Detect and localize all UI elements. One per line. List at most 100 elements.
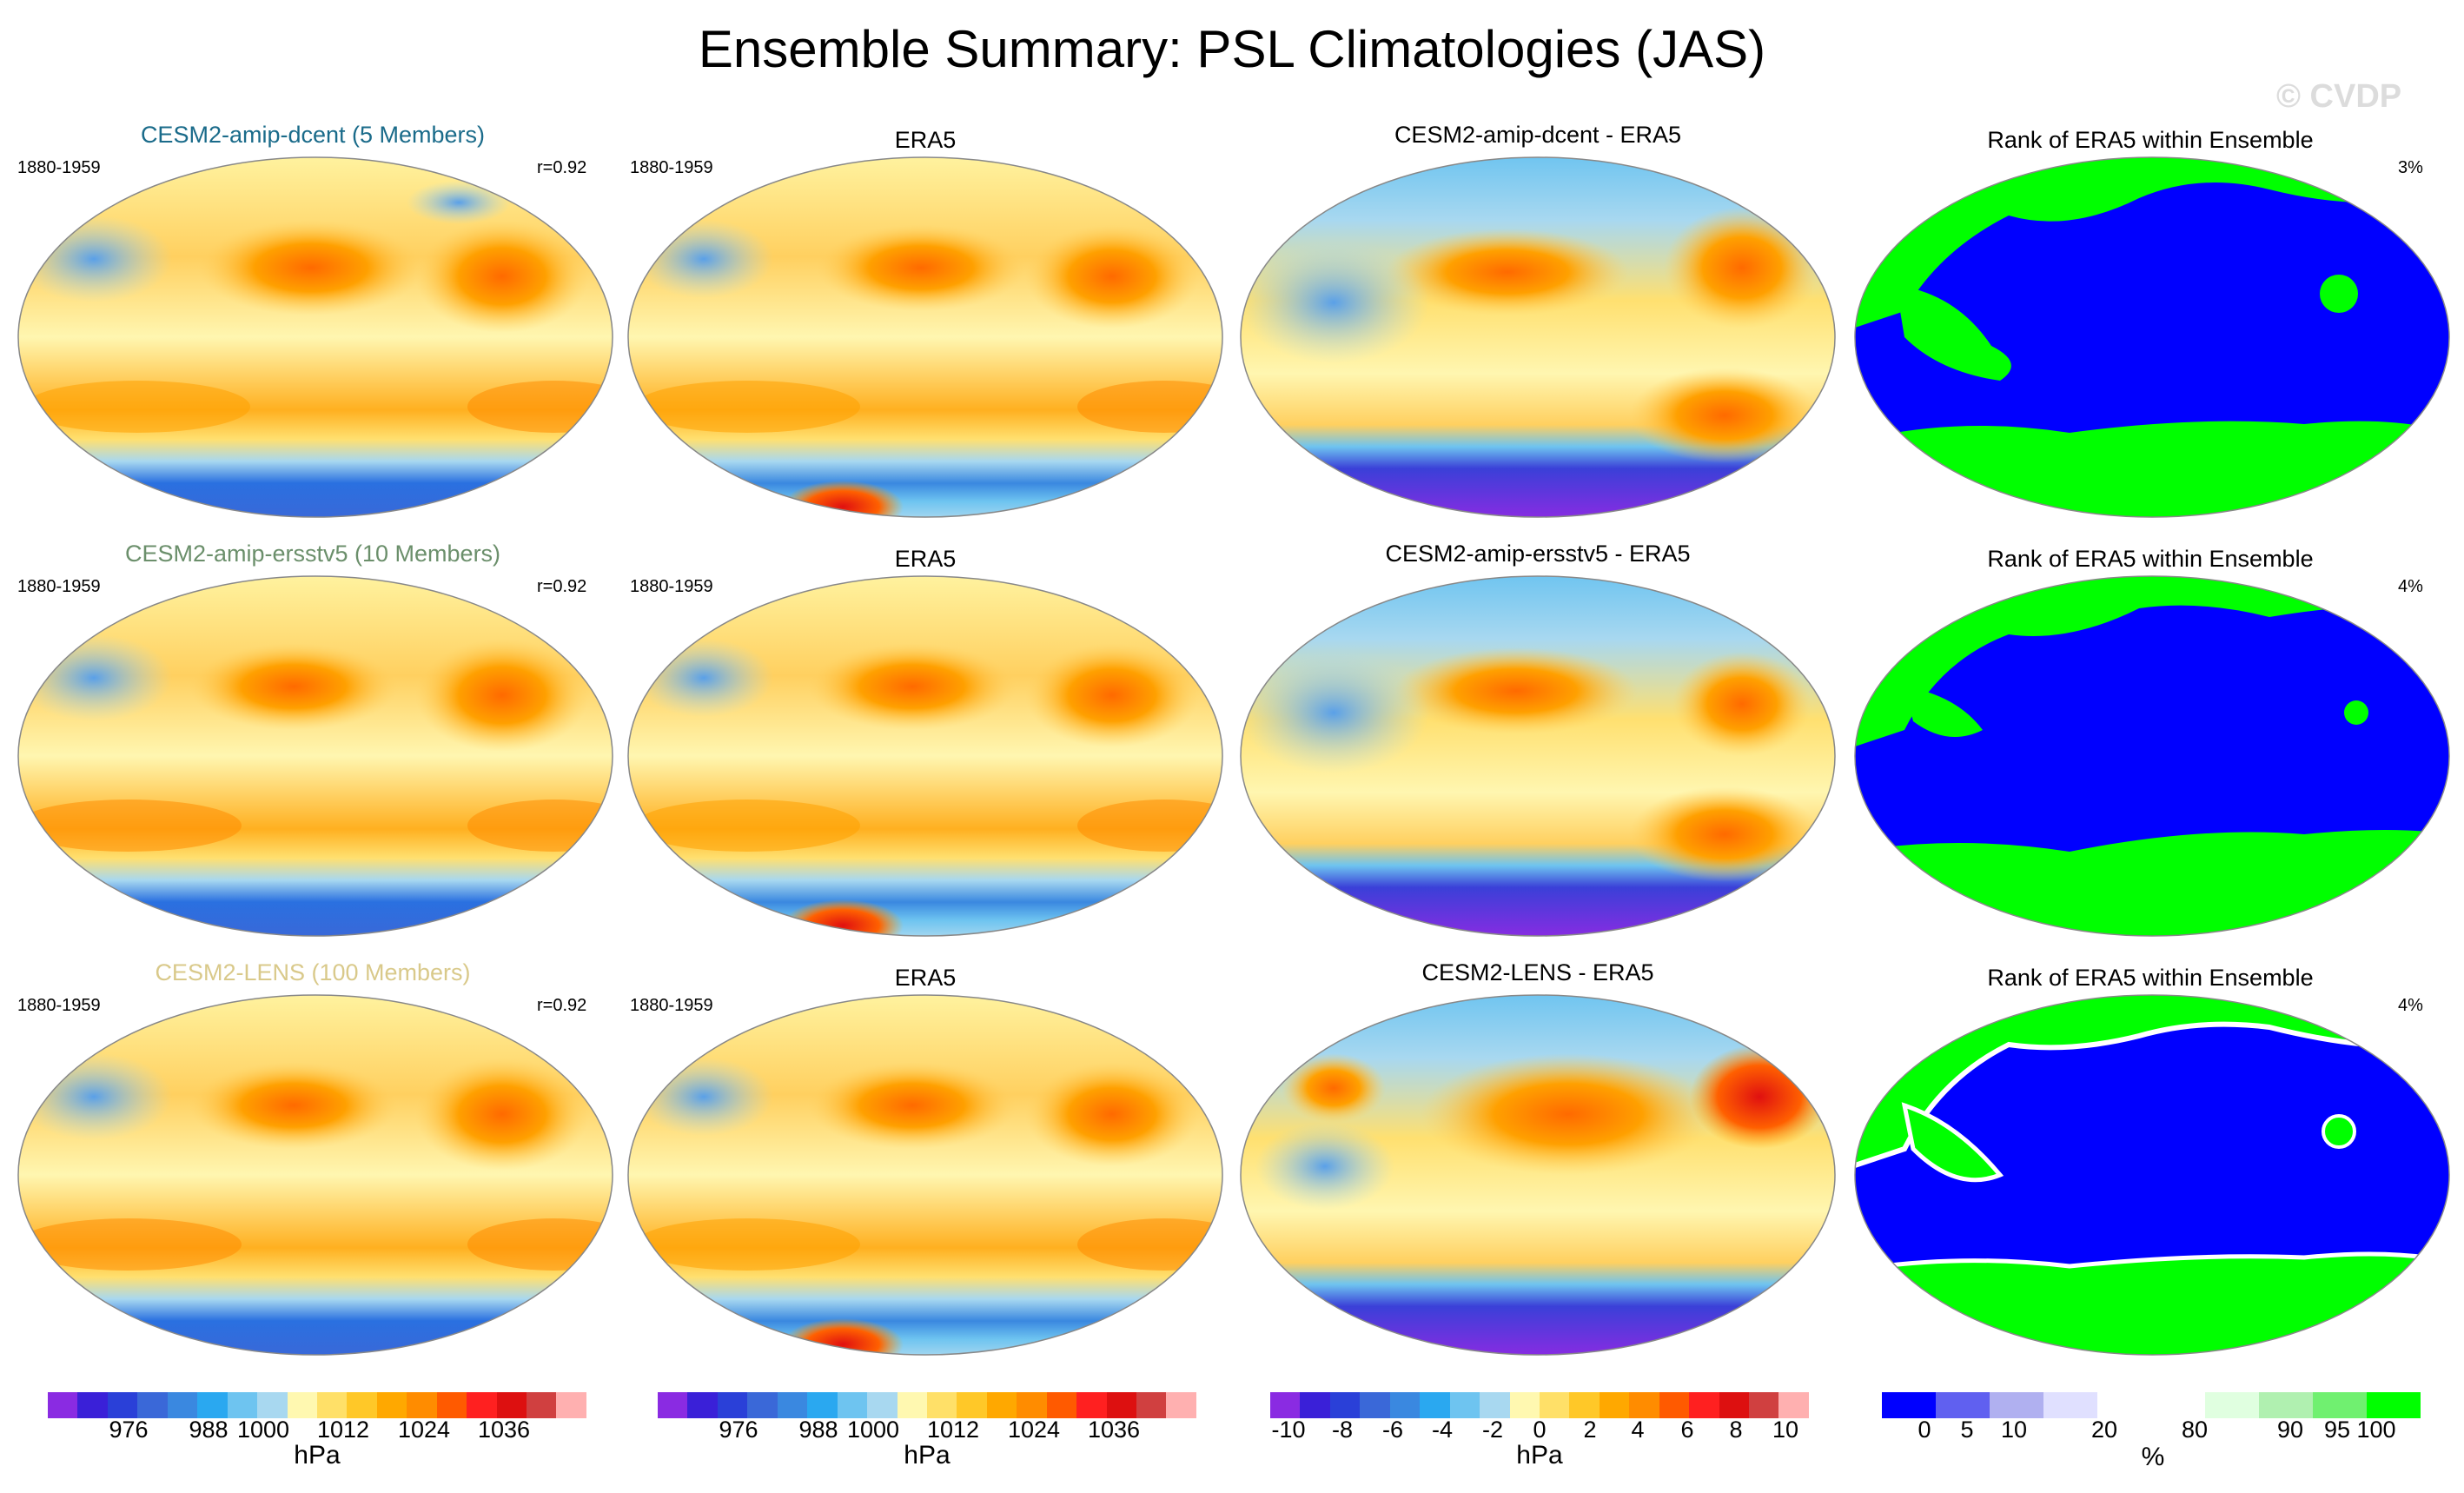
colorbar-swatch (2043, 1392, 2097, 1418)
row2-diff-map (1240, 575, 1836, 937)
row2-model-r: r=0.92 (537, 577, 587, 596)
cb2-tick: -6 (1381, 1417, 1404, 1443)
colorbar-swatch (1629, 1392, 1659, 1418)
cb2-tick: 10 (1772, 1417, 1799, 1443)
row2-model-period: 1880-1959 (17, 577, 101, 596)
row2-model-title: CESM2-amip-ersstv5 (10 Members) (124, 541, 501, 567)
colorbar-swatch (957, 1392, 987, 1418)
cb0-tick: 1000 (236, 1417, 290, 1443)
cvdp-watermark: © CVDP (2276, 78, 2402, 115)
row3-diff-map (1240, 994, 1836, 1356)
colorbar-swatch (1882, 1392, 1936, 1418)
colorbar-swatch (496, 1392, 527, 1418)
colorbar-swatch (556, 1392, 586, 1418)
cb0-tick: 988 (189, 1417, 229, 1443)
row1-rank-pct: 3% (2398, 158, 2423, 177)
row2-rank-title: Rank of ERA5 within Ensemble (1987, 546, 2314, 572)
colorbar-swatch (2205, 1392, 2259, 1418)
colorbar-swatch (287, 1392, 317, 1418)
colorbar-swatch (1166, 1392, 1196, 1418)
row1-obs-title: ERA5 (894, 127, 957, 153)
cb2-tick: 6 (1680, 1417, 1694, 1443)
row1-obs-period: 1880-1959 (630, 158, 713, 177)
row1-rank-map (1854, 156, 2450, 518)
colorbar-swatch (376, 1392, 407, 1418)
colorbar-swatch (407, 1392, 437, 1418)
colorbar-swatch (527, 1392, 557, 1418)
row3-obs-map (627, 994, 1223, 1356)
cb2-tick: -2 (1481, 1417, 1504, 1443)
colorbar-obs (658, 1392, 1196, 1418)
colorbar-model (48, 1392, 586, 1418)
cb3-tick: 20 (2090, 1417, 2118, 1443)
colorbar-swatch (1420, 1392, 1450, 1418)
row1-obs-map (627, 156, 1223, 518)
row3-model-r: r=0.92 (537, 996, 587, 1015)
row3-obs-title: ERA5 (894, 965, 957, 991)
row3-rank-pct: 4% (2398, 996, 2423, 1015)
colorbar-swatch (1569, 1392, 1600, 1418)
colorbar-swatch (2259, 1392, 2313, 1418)
colorbar-swatch (1046, 1392, 1077, 1418)
figure-title: Ensemble Summary: PSL Climatologies (JAS… (698, 20, 1766, 78)
cb2-tick: 2 (1583, 1417, 1597, 1443)
cb2-tick: -10 (1271, 1417, 1306, 1443)
cb3-tick: 90 (2276, 1417, 2304, 1443)
cb2-tick: -4 (1431, 1417, 1454, 1443)
colorbar-swatch (1659, 1392, 1690, 1418)
colorbar-swatch (1076, 1392, 1107, 1418)
colorbar-swatch (1539, 1392, 1570, 1418)
colorbar-rank (1882, 1392, 2421, 1418)
colorbar-swatch (1599, 1392, 1630, 1418)
colorbar-swatch (986, 1392, 1017, 1418)
row3-model-period: 1880-1959 (17, 996, 101, 1015)
colorbar-swatch (107, 1392, 138, 1418)
cb0-unit: hPa (294, 1441, 341, 1470)
colorbar-swatch (867, 1392, 898, 1418)
colorbar-swatch (1480, 1392, 1510, 1418)
cb1-tick: 976 (719, 1417, 758, 1443)
row2-diff-title: CESM2-amip-ersstv5 - ERA5 (1385, 541, 1691, 567)
colorbar-swatch (2367, 1392, 2421, 1418)
colorbar-swatch (1449, 1392, 1480, 1418)
cb2-tick: 4 (1631, 1417, 1645, 1443)
colorbar-swatch (777, 1392, 808, 1418)
cb2-tick: 0 (1533, 1417, 1547, 1443)
row2-obs-period: 1880-1959 (630, 577, 713, 596)
colorbar-swatch (1329, 1392, 1361, 1418)
row1-model-title: CESM2-amip-dcent (5 Members) (140, 122, 486, 148)
colorbar-swatch (257, 1392, 288, 1418)
cb1-tick: 1036 (1087, 1417, 1141, 1443)
cb3-unit: % (2141, 1443, 2165, 1471)
cb3-tick: 0 (1918, 1417, 1931, 1443)
colorbar-swatch (926, 1392, 957, 1418)
cb3-tick: 80 (2181, 1417, 2209, 1443)
colorbar-swatch (837, 1392, 868, 1418)
colorbar-swatch (1749, 1392, 1779, 1418)
colorbar-swatch (807, 1392, 838, 1418)
colorbar-swatch (316, 1392, 348, 1418)
colorbar-swatch (197, 1392, 228, 1418)
row2-rank-map (1854, 575, 2450, 937)
colorbar-swatch (436, 1392, 467, 1418)
colorbar-swatch (1990, 1392, 2043, 1418)
cb1-tick: 988 (798, 1417, 838, 1443)
cb1-unit: hPa (904, 1441, 950, 1470)
row1-diff-title: CESM2-amip-dcent - ERA5 (1394, 122, 1682, 148)
cb1-tick: 1012 (926, 1417, 980, 1443)
cb1-tick: 1000 (846, 1417, 900, 1443)
colorbar-swatch (1300, 1392, 1330, 1418)
colorbar-swatch (717, 1392, 748, 1418)
colorbar-swatch (1389, 1392, 1421, 1418)
colorbar-swatch (48, 1392, 78, 1418)
cb3-tick: 95 (2323, 1417, 2351, 1443)
colorbar-swatch (2151, 1392, 2205, 1418)
cb3-tick: 10 (2000, 1417, 2028, 1443)
colorbar-swatch (137, 1392, 168, 1418)
colorbar-swatch (227, 1392, 258, 1418)
colorbar-swatch (687, 1392, 718, 1418)
row3-rank-title: Rank of ERA5 within Ensemble (1987, 965, 2314, 991)
row1-rank-title: Rank of ERA5 within Ensemble (1987, 127, 2314, 153)
colorbar-swatch (1017, 1392, 1047, 1418)
colorbar-swatch (2097, 1392, 2151, 1418)
